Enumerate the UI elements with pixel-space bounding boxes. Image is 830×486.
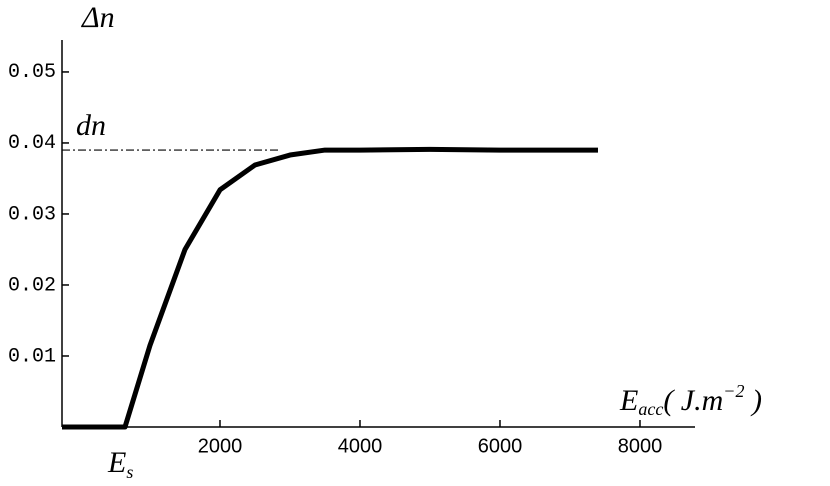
- y-tick-label: 0.01: [8, 345, 56, 368]
- y-axis-label: Δn: [81, 1, 115, 34]
- x-tick-label: 8000: [618, 435, 663, 457]
- x-marker-sub: s: [126, 462, 133, 482]
- x-tick-label: 6000: [478, 435, 523, 457]
- y-tick-label: 0.05: [8, 61, 56, 84]
- reference-label: dn: [76, 109, 106, 142]
- x-label-rest: ( J.m: [663, 384, 723, 417]
- x-axis-label: Eacc( J.m−2 ): [619, 381, 762, 419]
- x-marker-base: E: [107, 446, 126, 479]
- y-tick-label: 0.03: [8, 203, 56, 226]
- y-tick-label: 0.02: [8, 274, 56, 297]
- data-line: [62, 146, 598, 430]
- x-tick-label: 4000: [338, 435, 383, 457]
- x-marker-label: Es: [107, 446, 133, 482]
- x-tick-label: 2000: [198, 435, 243, 457]
- x-label-base: E: [619, 384, 638, 417]
- x-label-sup: −2: [723, 381, 744, 401]
- y-tick-label: 0.04: [8, 132, 56, 155]
- x-label-end: ): [744, 384, 762, 417]
- x-label-sub: acc: [638, 399, 663, 419]
